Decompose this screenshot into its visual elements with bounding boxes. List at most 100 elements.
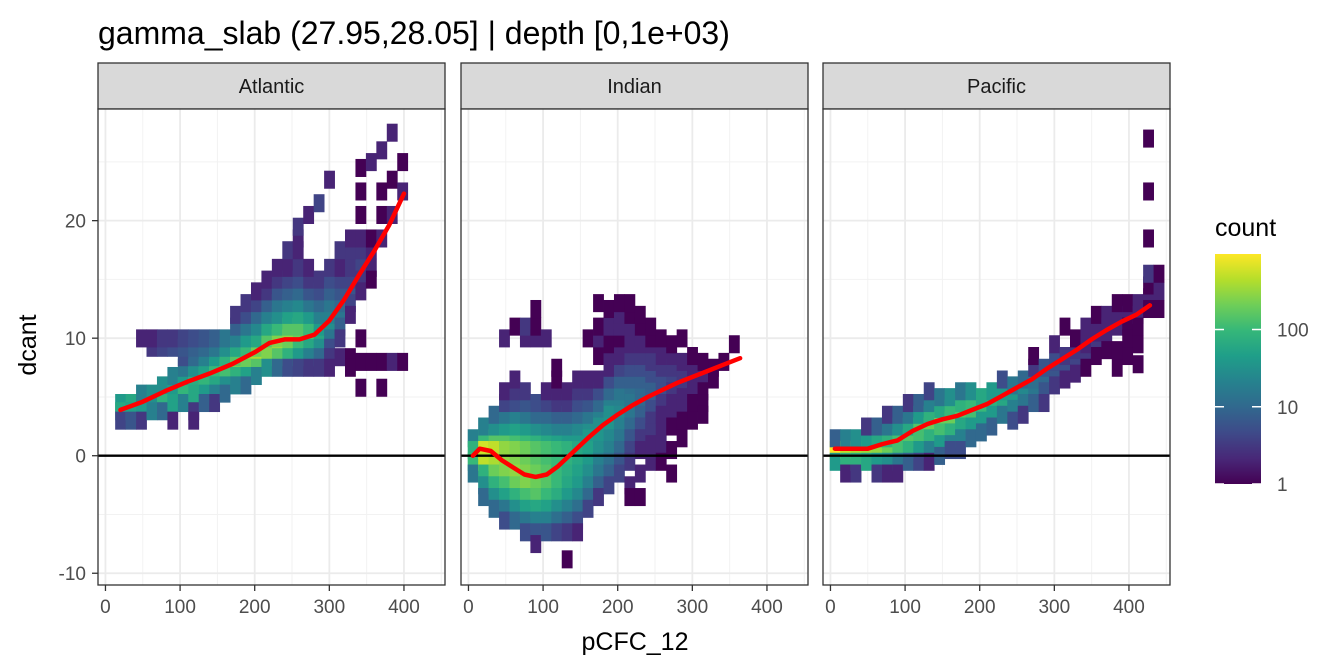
heatmap-bin	[261, 348, 273, 367]
heatmap-bin	[198, 358, 210, 377]
heatmap-bin	[177, 338, 189, 357]
y-tick-label: 0	[75, 447, 86, 468]
y-tick-label: 10	[65, 329, 86, 350]
heatmap-bin	[271, 305, 283, 324]
heatmap-bin	[136, 402, 147, 421]
heatmap-bin	[613, 305, 625, 324]
heatmap-bin	[829, 429, 841, 448]
heatmap-bin	[955, 429, 966, 448]
heatmap-bin	[687, 394, 698, 413]
heatmap-bin	[519, 394, 531, 413]
heatmap-bin	[386, 123, 398, 142]
heatmap-bin	[261, 305, 273, 324]
heatmap-bin	[1028, 358, 1040, 377]
heatmap-bin	[355, 352, 367, 371]
heatmap-bin	[345, 241, 356, 260]
facet-strip-label: Indian	[607, 76, 662, 98]
heatmap-bin	[593, 452, 604, 471]
heatmap-bin	[540, 329, 552, 348]
heatmap-bin	[313, 282, 325, 301]
heatmap-bin	[509, 441, 521, 460]
heatmap-bin	[561, 394, 573, 413]
heatmap-bin	[624, 476, 636, 495]
heatmap-bin	[572, 370, 584, 389]
heatmap-bin	[975, 423, 987, 442]
heatmap-bin	[902, 394, 914, 413]
heatmap-bin	[1028, 347, 1040, 366]
heatmap-bin	[634, 405, 646, 424]
heatmap-bin	[499, 382, 510, 401]
heatmap-bin	[944, 411, 956, 430]
heatmap-bin	[303, 270, 315, 289]
heatmap-bin	[687, 411, 698, 430]
heatmap-bin	[156, 376, 168, 395]
heatmap-bin	[519, 488, 531, 507]
heatmap-bin	[871, 452, 883, 471]
heatmap-bin	[540, 417, 552, 436]
heatmap-bin	[250, 329, 262, 348]
heatmap-bin	[624, 305, 636, 324]
heatmap-bin	[219, 366, 231, 386]
heatmap-bin	[324, 348, 335, 367]
heatmap-bin	[655, 347, 667, 366]
heatmap-bin	[540, 511, 552, 530]
heatmap-bin	[467, 441, 479, 460]
heatmap-bin	[902, 405, 914, 424]
heatmap-bin	[871, 441, 883, 460]
heatmap-bin	[230, 338, 241, 357]
panel-pacific: Pacific 0 100 200 300 400	[822, 62, 1171, 618]
heatmap-bin	[376, 378, 388, 397]
heatmap-bin	[1080, 358, 1092, 377]
heatmap-bin	[530, 394, 542, 413]
heatmap-bin	[334, 317, 346, 336]
heatmap-bin	[355, 329, 367, 348]
heatmap-bin	[355, 182, 367, 201]
heatmap-bin	[666, 370, 678, 389]
heatmap-bin	[687, 347, 698, 366]
heatmap-bin	[572, 405, 584, 424]
heatmap-bin	[613, 452, 625, 471]
heatmap-bin	[965, 429, 977, 448]
heatmap-bin	[1101, 329, 1113, 348]
facet-strip	[822, 62, 1171, 110]
heatmap-bin	[188, 329, 200, 348]
heatmap-bin	[582, 405, 594, 424]
heatmap-bin	[561, 511, 573, 530]
heatmap-bin	[188, 348, 200, 367]
heatmap-bin	[666, 441, 678, 460]
heatmap-bin	[324, 317, 335, 336]
heatmap-bin	[313, 317, 325, 336]
heatmap-bin	[292, 270, 304, 289]
legend-tick-label: 10	[1277, 398, 1298, 419]
heatmap-bin	[324, 305, 335, 324]
x-axis-title: pCFC_12	[582, 628, 689, 656]
heatmap-bin	[655, 417, 667, 436]
heatmap-bin	[551, 358, 563, 377]
heatmap-bin	[881, 452, 893, 471]
heatmap-bin	[551, 452, 563, 471]
heatmap-bin	[1132, 294, 1144, 313]
heatmap-bin	[603, 417, 615, 436]
heatmap-bin	[881, 405, 893, 424]
heatmap-bin	[1153, 299, 1165, 319]
heatmap-bin	[519, 523, 531, 542]
heatmap-bin	[334, 329, 346, 348]
heatmap-bin	[603, 358, 615, 377]
heatmap-bin	[467, 464, 479, 483]
heatmap-bin	[115, 411, 127, 430]
heatmap-bin	[913, 452, 925, 471]
heatmap-bin	[561, 476, 573, 495]
heatmap-bin	[561, 550, 573, 569]
heatmap-bin	[136, 411, 147, 430]
heatmap-bin	[530, 417, 542, 436]
heatmap-bin	[261, 270, 273, 289]
heatmap-bin	[996, 382, 1008, 401]
x-tick-label: 200	[602, 597, 634, 618]
heatmap-bin	[624, 488, 636, 507]
heatmap-bin	[499, 499, 510, 518]
heatmap-bin	[282, 241, 294, 260]
heatmap-bin	[292, 294, 304, 313]
heatmap-bin	[1111, 341, 1123, 360]
heatmap-bin	[209, 348, 221, 367]
heatmap-bin	[1143, 182, 1154, 201]
